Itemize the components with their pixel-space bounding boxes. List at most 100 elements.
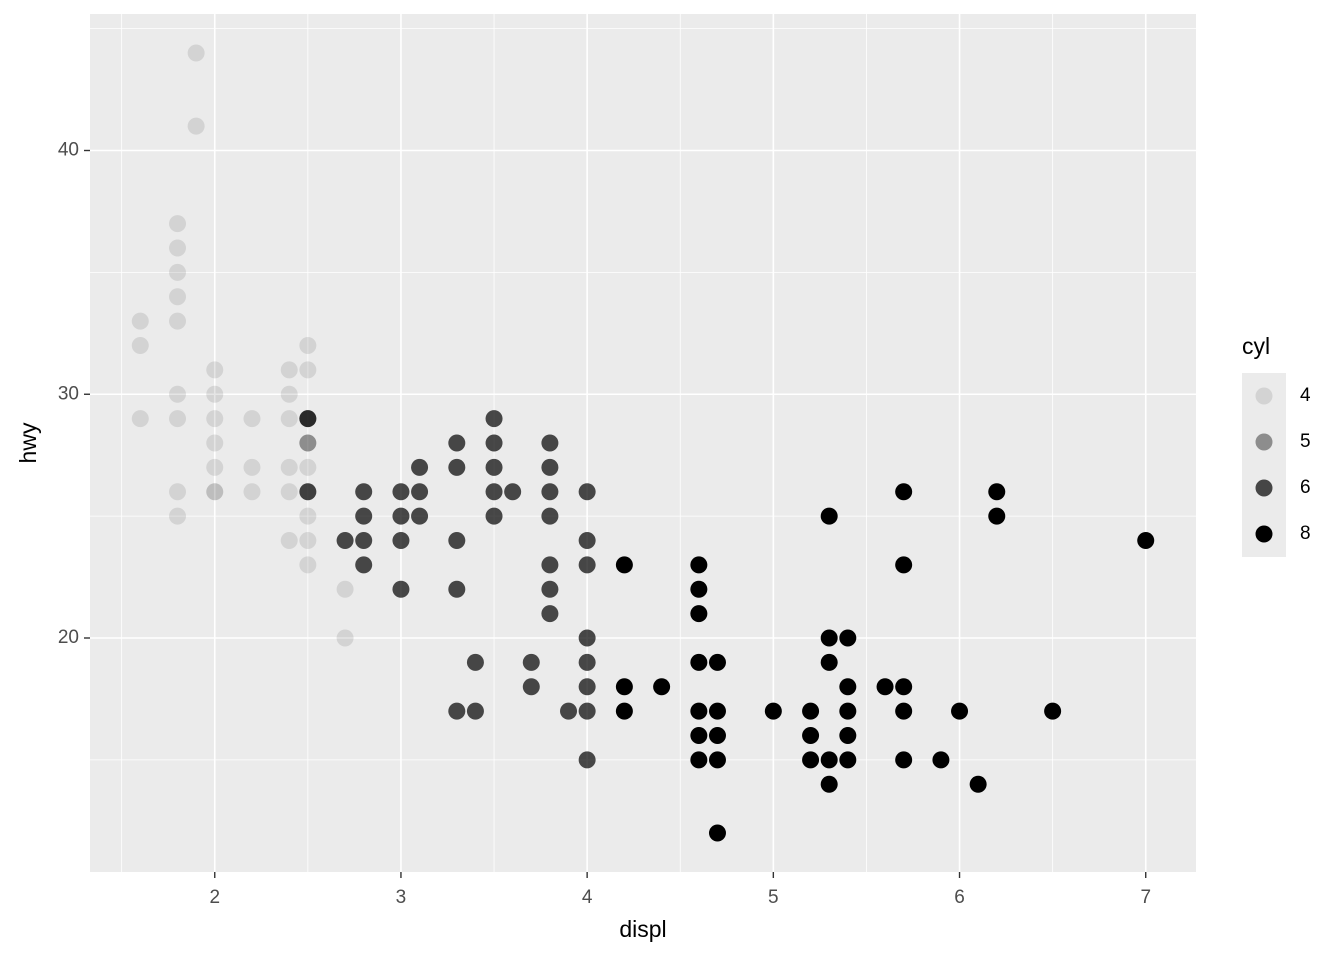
point xyxy=(690,751,708,769)
point xyxy=(243,483,261,501)
point xyxy=(1044,702,1062,720)
y-tick-label: 30 xyxy=(58,383,79,404)
legend-label: 6 xyxy=(1300,477,1311,498)
point xyxy=(466,653,484,671)
point xyxy=(355,507,373,525)
point xyxy=(578,483,596,501)
point xyxy=(299,410,317,428)
point xyxy=(485,483,503,501)
point xyxy=(708,702,726,720)
point xyxy=(131,312,149,330)
point xyxy=(578,678,596,696)
point xyxy=(243,458,261,476)
point xyxy=(708,751,726,769)
point xyxy=(578,532,596,549)
point xyxy=(243,410,261,428)
legend-label: 4 xyxy=(1300,385,1311,406)
legend-key xyxy=(1255,479,1273,497)
y-axis-title: hwy xyxy=(15,422,41,463)
point xyxy=(169,312,187,330)
point xyxy=(169,507,187,525)
point xyxy=(466,702,484,720)
point xyxy=(690,727,708,744)
x-tick-label: 7 xyxy=(1140,887,1151,908)
point xyxy=(411,458,429,476)
point xyxy=(187,44,205,62)
point xyxy=(280,532,298,549)
point xyxy=(169,239,187,257)
point xyxy=(448,434,466,452)
legend-key xyxy=(1255,525,1273,543)
point xyxy=(299,434,317,452)
point xyxy=(839,727,857,744)
point xyxy=(541,556,559,574)
point xyxy=(951,702,969,720)
legend-key xyxy=(1255,387,1273,405)
point xyxy=(820,775,838,793)
point xyxy=(895,751,913,769)
point xyxy=(578,629,596,647)
x-tick-label: 4 xyxy=(582,887,593,908)
point xyxy=(169,410,187,428)
point xyxy=(802,751,820,769)
point xyxy=(280,410,298,428)
point xyxy=(206,385,224,403)
point xyxy=(690,653,708,671)
legend-label: 5 xyxy=(1300,431,1311,452)
point xyxy=(522,678,540,696)
point xyxy=(1137,532,1155,549)
point xyxy=(895,702,913,720)
point xyxy=(895,678,913,696)
point xyxy=(169,215,187,233)
point xyxy=(169,288,187,306)
point xyxy=(299,556,317,574)
point xyxy=(876,678,894,696)
point xyxy=(541,458,559,476)
point xyxy=(895,483,913,501)
point xyxy=(411,483,429,501)
point xyxy=(206,361,224,379)
point xyxy=(541,605,559,623)
point xyxy=(541,507,559,525)
point xyxy=(988,483,1006,501)
point xyxy=(169,263,187,281)
point xyxy=(206,458,224,476)
x-tick-label: 5 xyxy=(768,887,779,908)
point xyxy=(615,556,633,574)
point xyxy=(820,507,838,525)
point xyxy=(988,507,1006,525)
point xyxy=(280,385,298,403)
y-tick-label: 40 xyxy=(58,140,79,161)
point xyxy=(690,580,708,598)
point xyxy=(169,385,187,403)
point xyxy=(802,702,820,720)
point xyxy=(820,751,838,769)
x-tick-label: 6 xyxy=(954,887,965,908)
point xyxy=(541,483,559,501)
point xyxy=(690,556,708,574)
point xyxy=(280,458,298,476)
point xyxy=(820,629,838,647)
point xyxy=(355,556,373,574)
point xyxy=(653,678,671,696)
point xyxy=(131,410,149,428)
point xyxy=(764,702,782,720)
point xyxy=(206,410,224,428)
point xyxy=(280,361,298,379)
point xyxy=(206,483,224,501)
point xyxy=(448,532,466,549)
x-tick-label: 2 xyxy=(209,887,220,908)
point xyxy=(448,702,466,720)
point xyxy=(708,824,726,842)
x-tick-label: 3 xyxy=(396,887,407,908)
plot-panel xyxy=(90,14,1196,872)
y-tick-label: 20 xyxy=(58,627,79,648)
point xyxy=(392,507,410,525)
point xyxy=(299,507,317,525)
point xyxy=(820,653,838,671)
point xyxy=(708,727,726,744)
point xyxy=(299,458,317,476)
point xyxy=(839,678,857,696)
point xyxy=(485,434,503,452)
point xyxy=(299,483,317,501)
